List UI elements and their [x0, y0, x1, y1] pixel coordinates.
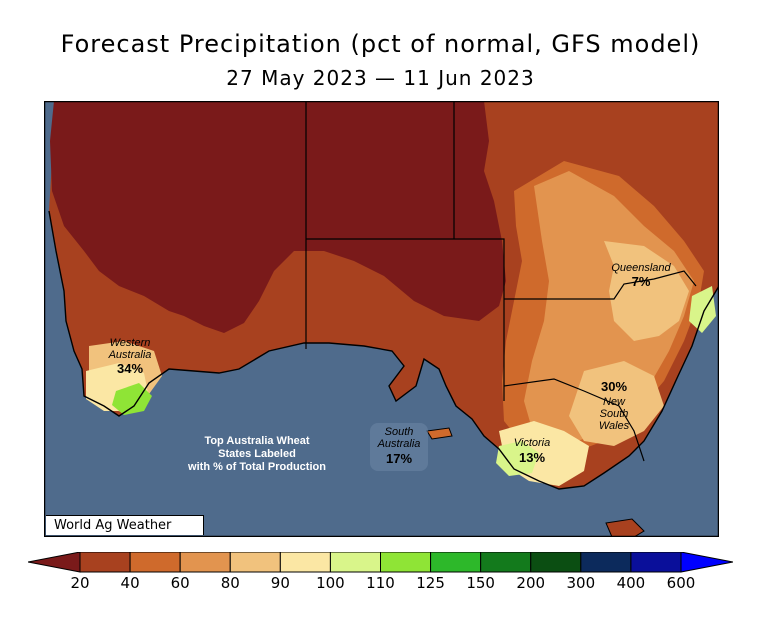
note-line-1: Top Australia Wheat — [204, 435, 309, 447]
legend-segment — [630, 552, 682, 573]
nsw-name-line-2: South — [600, 408, 629, 420]
date-range-subtitle: 27 May 2023 — 11 Jun 2023 — [226, 66, 535, 90]
tan-zone-nsw — [569, 361, 664, 446]
legend-tick-label: 600 — [667, 574, 696, 592]
legend-segment — [430, 552, 482, 573]
legend-segment — [79, 552, 131, 573]
label-new-south-wales: 30% New South Wales — [599, 379, 630, 432]
legend-tick-label: 125 — [416, 574, 445, 592]
coastline — [48, 210, 719, 490]
legend-tick-label: 60 — [171, 574, 190, 592]
map-frame — [44, 101, 719, 537]
legend-tick-label: 90 — [271, 574, 290, 592]
legend-tick-label: 80 — [221, 574, 240, 592]
state-borders — [305, 101, 697, 462]
legend-segment — [580, 552, 632, 573]
vic-name: Victoria — [514, 437, 550, 449]
legend-tick-label: 110 — [366, 574, 395, 592]
label-queensland: Queensland 7% — [611, 262, 671, 289]
kangaroo-island — [426, 427, 453, 440]
legend-segment — [480, 552, 532, 573]
legend-tick-label: 300 — [567, 574, 596, 592]
sa-label-glow — [370, 423, 428, 471]
legend-tick-label: 150 — [466, 574, 495, 592]
legend-segment — [530, 552, 582, 573]
nsw-name-line-3: Wales — [599, 420, 630, 432]
note-line-3: with % of Total Production — [187, 461, 326, 473]
legend-bar — [28, 552, 733, 573]
sa-name-line-2: Australia — [377, 438, 421, 450]
wet-zone-east-coast — [689, 286, 716, 333]
wet-zone-victoria — [496, 441, 539, 476]
precipitation-map: Western Australia 34% Queensland 7% 30% … — [44, 101, 719, 537]
legend-ticks: 20 40 60 80 90 100 110 125 150 200 300 400 600 — [70, 574, 695, 592]
qld-percent: 7% — [632, 274, 651, 289]
legend-segment — [380, 552, 432, 573]
legend-segment — [329, 552, 381, 573]
wet-zone-southwest — [112, 383, 152, 415]
note-line-2: States Labeled — [218, 448, 296, 460]
credit-label: World Ag Weather — [46, 515, 204, 535]
legend-segment — [28, 552, 81, 573]
map-title: Forecast Precipitation (pct of normal, G… — [60, 30, 701, 58]
driest-zone — [50, 101, 506, 333]
color-legend: 20 40 60 80 90 100 110 125 150 200 300 400 600 — [28, 552, 733, 592]
legend-segment — [279, 552, 331, 573]
wa-name-line-2: Australia — [108, 349, 152, 361]
wa-name-line-1: Western — [110, 337, 151, 349]
nsw-percent: 30% — [601, 379, 627, 394]
wheat-note: Top Australia Wheat States Labeled with … — [187, 435, 326, 473]
label-south-australia: South Australia 17% — [370, 423, 428, 471]
legend-segment — [129, 552, 181, 573]
wa-percent: 34% — [117, 361, 143, 376]
legend-tick-label: 20 — [70, 574, 89, 592]
qld-name: Queensland — [611, 262, 671, 274]
legend-tick-label: 100 — [316, 574, 345, 592]
legend-segment — [179, 552, 231, 573]
legend-tick-label: 400 — [617, 574, 646, 592]
sa-percent: 17% — [386, 451, 412, 466]
legend-segment — [680, 552, 733, 573]
tan-zone-queensland — [604, 241, 689, 341]
vic-percent: 13% — [519, 450, 545, 465]
legend-tick-label: 40 — [121, 574, 140, 592]
label-western-australia: Western Australia 34% — [108, 337, 152, 376]
label-victoria: Victoria 13% — [514, 437, 550, 465]
tasmania — [605, 518, 645, 537]
legend-tick-label: 200 — [516, 574, 545, 592]
legend-segment — [229, 552, 281, 573]
sa-name-line-1: South — [385, 426, 414, 438]
nsw-name-line-1: New — [603, 396, 626, 408]
